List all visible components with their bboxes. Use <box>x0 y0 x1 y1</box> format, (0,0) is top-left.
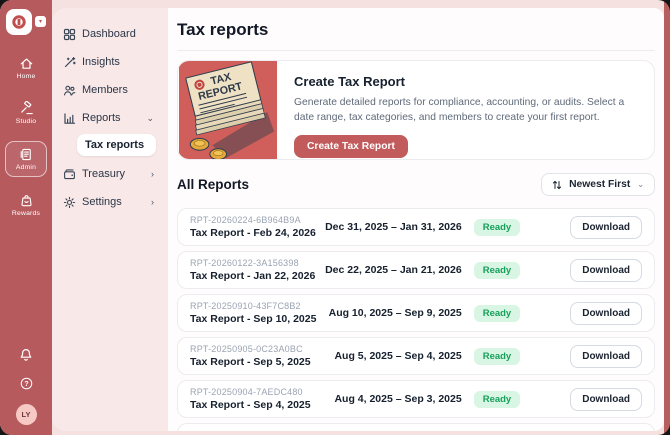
rail-item-rewards[interactable]: Rewards <box>5 188 47 222</box>
table-row: RPT-20260122-3A156398 Tax Report - Jan 2… <box>177 251 655 289</box>
report-id: RPT-20260122-3A156398 <box>190 258 299 268</box>
app-logo[interactable] <box>6 9 32 35</box>
download-button[interactable]: Download <box>570 301 642 325</box>
user-avatar[interactable]: LY <box>15 404 37 425</box>
banner-title: Create Tax Report <box>294 74 406 89</box>
create-report-banner: TAX REPORT Create Tax Report Generate de… <box>177 60 655 160</box>
report-date-range: Dec 22, 2025 – Jan 21, 2026 <box>325 264 462 276</box>
rail-item-studio[interactable]: Studio <box>5 96 47 130</box>
avatar-initials: LY <box>21 410 31 419</box>
create-tax-report-button[interactable]: Create Tax Report <box>294 134 408 158</box>
svg-text:TAX: TAX <box>209 71 233 88</box>
app-logo-icon <box>12 15 26 29</box>
gear-icon <box>63 196 76 208</box>
chevron-down-icon: ⌄ <box>146 112 154 123</box>
page-title: Tax reports <box>177 20 269 39</box>
download-button[interactable]: Download <box>570 387 642 411</box>
wallet-icon <box>64 168 75 179</box>
sort-selected-value: Newest First <box>569 179 631 190</box>
banner-description: Generate detailed reports for compliance… <box>294 97 625 124</box>
report-date-range: Aug 5, 2025 – Sep 4, 2025 <box>334 350 462 362</box>
status-badge: Ready <box>473 390 521 408</box>
table-row: RPT-20250905-0C23A0BC Tax Report - Sep 5… <box>177 337 655 375</box>
report-name: Tax Report - Sep 10, 2025 <box>190 313 317 325</box>
magic-wand-icon <box>64 56 76 67</box>
sidebar-item-insights[interactable]: Insights <box>52 48 168 76</box>
members-icon <box>64 85 76 96</box>
status-badge: Ready <box>473 218 521 236</box>
sidebar-item-label: Insights <box>82 56 120 68</box>
status-badge: Ready <box>473 261 521 279</box>
workspace-switcher-button[interactable]: ▾ <box>35 16 46 27</box>
status-badge: Ready <box>473 347 521 365</box>
report-date-range: Dec 31, 2025 – Jan 31, 2026 <box>325 221 462 233</box>
sort-dropdown[interactable]: Newest First ⌄ <box>541 173 655 196</box>
report-name: Tax Report - Sep 4, 2025 <box>190 399 311 411</box>
rail-item-home[interactable]: Home <box>5 51 47 85</box>
chevron-right-icon: › <box>151 197 154 207</box>
main-content: Tax reports <box>168 8 664 431</box>
sidebar-item-treasury[interactable]: Treasury › <box>52 160 168 188</box>
status-badge: Ready <box>473 304 521 322</box>
report-id: RPT-20250910-43F7C8B2 <box>190 301 301 311</box>
all-reports-heading: All Reports <box>177 177 250 192</box>
sidebar-item-dashboard[interactable]: Dashboard <box>52 20 168 48</box>
chevron-down-icon: ▾ <box>38 19 42 25</box>
report-name: Tax Report - Jan 22, 2026 <box>190 270 316 282</box>
table-row-partial <box>177 423 655 431</box>
sidebar-item-label: Settings <box>82 196 122 208</box>
report-date-range: Aug 10, 2025 – Sep 9, 2025 <box>328 307 462 319</box>
chevron-down-icon: ⌄ <box>637 180 644 189</box>
table-row: RPT-20250910-43F7C8B2 Tax Report - Sep 1… <box>177 294 655 332</box>
sidebar-item-reports[interactable]: Reports ⌄ <box>52 104 168 132</box>
rail-item-label: Admin <box>15 164 37 171</box>
content-wrap: Dashboard Insights Members <box>52 0 670 435</box>
notifications-bell-icon[interactable] <box>18 347 34 363</box>
rail-item-label: Rewards <box>11 210 41 217</box>
report-id: RPT-20250905-0C23A0BC <box>190 344 303 354</box>
download-button[interactable]: Download <box>570 344 642 368</box>
rail-item-admin[interactable]: Admin <box>5 141 47 177</box>
sidebar-subitem-tax-reports[interactable]: Tax reports <box>77 134 156 156</box>
sidebar-item-label: Dashboard <box>82 28 136 40</box>
svg-text:?: ? <box>24 381 28 388</box>
rail-item-label: Studio <box>15 118 37 125</box>
sidebar-item-label: Members <box>82 84 128 96</box>
document-icon <box>20 148 31 161</box>
table-row: RPT-20250904-7AEDC480 Tax Report - Sep 4… <box>177 380 655 418</box>
sidebar-item-settings[interactable]: Settings › <box>52 188 168 216</box>
report-date-range: Aug 4, 2025 – Sep 3, 2025 <box>334 393 462 405</box>
sidebar-item-members[interactable]: Members <box>52 76 168 104</box>
reports-list: RPT-20260224-6B964B9A Tax Report - Feb 2… <box>177 208 655 431</box>
report-id: RPT-20250904-7AEDC480 <box>190 387 303 397</box>
title-divider <box>177 50 655 51</box>
sidebar-item-label: Treasury <box>82 168 125 180</box>
report-id: RPT-20260224-6B964B9A <box>190 215 301 225</box>
sidebar-item-label: Reports <box>82 112 121 124</box>
table-row: RPT-20260224-6B964B9A Tax Report - Feb 2… <box>177 208 655 246</box>
report-name: Tax Report - Sep 5, 2025 <box>190 356 311 368</box>
help-icon[interactable]: ? <box>19 376 34 391</box>
sort-arrows-icon <box>552 180 562 189</box>
report-name: Tax Report - Feb 24, 2026 <box>190 227 316 239</box>
tax-report-illustration: TAX REPORT <box>179 61 277 159</box>
bar-chart-icon <box>64 112 76 124</box>
gavel-icon <box>20 101 33 115</box>
left-rail: ▾ Home Studio Admin <box>0 0 52 435</box>
download-button[interactable]: Download <box>570 258 642 282</box>
home-icon <box>20 58 32 69</box>
dashboard-grid-icon <box>63 28 76 40</box>
sidebar-nav: Dashboard Insights Members <box>52 8 168 431</box>
rewards-bag-icon <box>20 195 32 207</box>
rail-item-label: Home <box>16 73 36 80</box>
download-button[interactable]: Download <box>570 215 642 239</box>
chevron-right-icon: › <box>151 169 154 179</box>
